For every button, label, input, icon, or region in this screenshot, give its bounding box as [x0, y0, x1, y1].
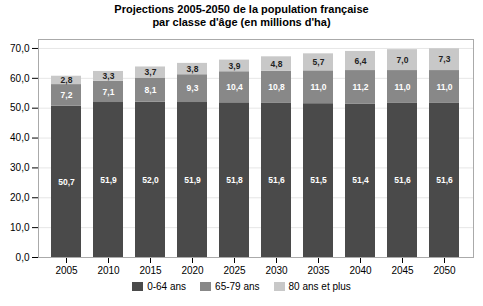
svg-text:51,5: 51,5	[310, 176, 327, 186]
svg-text:10,0: 10,0	[10, 222, 30, 233]
svg-text:51,9: 51,9	[184, 175, 201, 185]
svg-text:8,1: 8,1	[145, 85, 157, 95]
svg-text:0,0: 0,0	[16, 252, 30, 263]
svg-text:2015: 2015	[139, 265, 162, 276]
svg-text:70,0: 70,0	[10, 43, 30, 54]
svg-text:40,0: 40,0	[10, 133, 30, 144]
svg-text:4,8: 4,8	[271, 59, 283, 69]
svg-text:51,4: 51,4	[352, 176, 369, 186]
svg-text:11,0: 11,0	[436, 82, 452, 92]
svg-text:51,6: 51,6	[268, 176, 285, 186]
svg-text:51,8: 51,8	[226, 175, 243, 185]
svg-text:50,0: 50,0	[10, 103, 30, 114]
svg-text:7,3: 7,3	[439, 55, 451, 65]
svg-text:6,4: 6,4	[355, 56, 367, 66]
svg-text:2050: 2050	[433, 265, 456, 276]
svg-text:3,3: 3,3	[103, 71, 115, 81]
svg-text:2035: 2035	[307, 265, 330, 276]
svg-text:5,7: 5,7	[313, 57, 325, 67]
svg-text:2020: 2020	[181, 265, 204, 276]
svg-text:52,0: 52,0	[142, 175, 159, 185]
svg-text:2010: 2010	[97, 265, 120, 276]
html-text:65-79 ans: 65-79 ans	[215, 281, 260, 293]
svg-text:60,0: 60,0	[10, 73, 30, 84]
svg-text:9,3: 9,3	[187, 84, 199, 94]
svg-text:7,1: 7,1	[103, 87, 115, 97]
svg-text:11,0: 11,0	[310, 82, 326, 92]
svg-text:3,8: 3,8	[187, 64, 199, 74]
svg-text:2045: 2045	[391, 265, 414, 276]
html-text:80 ans et plus: 80 ans et plus	[288, 281, 351, 293]
svg-text:30,0: 30,0	[10, 162, 30, 173]
svg-text:2030: 2030	[265, 265, 288, 276]
svg-text:10,8: 10,8	[268, 82, 285, 92]
svg-text:50,7: 50,7	[58, 177, 75, 187]
svg-text:2025: 2025	[223, 265, 246, 276]
svg-text:2005: 2005	[55, 265, 78, 276]
svg-text:10,4: 10,4	[226, 82, 243, 92]
svg-text:7,2: 7,2	[61, 90, 73, 100]
svg-text:51,9: 51,9	[100, 175, 117, 185]
svg-text:3,7: 3,7	[145, 68, 157, 78]
svg-text:3,9: 3,9	[229, 61, 241, 71]
svg-text:20,0: 20,0	[10, 192, 30, 203]
svg-text:2,8: 2,8	[61, 76, 73, 86]
html-text:0-64 ans: 0-64 ans	[147, 281, 187, 293]
html-text:Projections 2005-2050 de la po: Projections 2005-2050 de la population f…	[114, 3, 369, 29]
svg-text:51,6: 51,6	[394, 176, 411, 186]
svg-text:11,2: 11,2	[352, 82, 368, 92]
svg-text:51,6: 51,6	[436, 176, 453, 186]
svg-text:11,0: 11,0	[394, 82, 410, 92]
svg-text:2040: 2040	[349, 265, 372, 276]
svg-text:7,0: 7,0	[397, 55, 409, 65]
